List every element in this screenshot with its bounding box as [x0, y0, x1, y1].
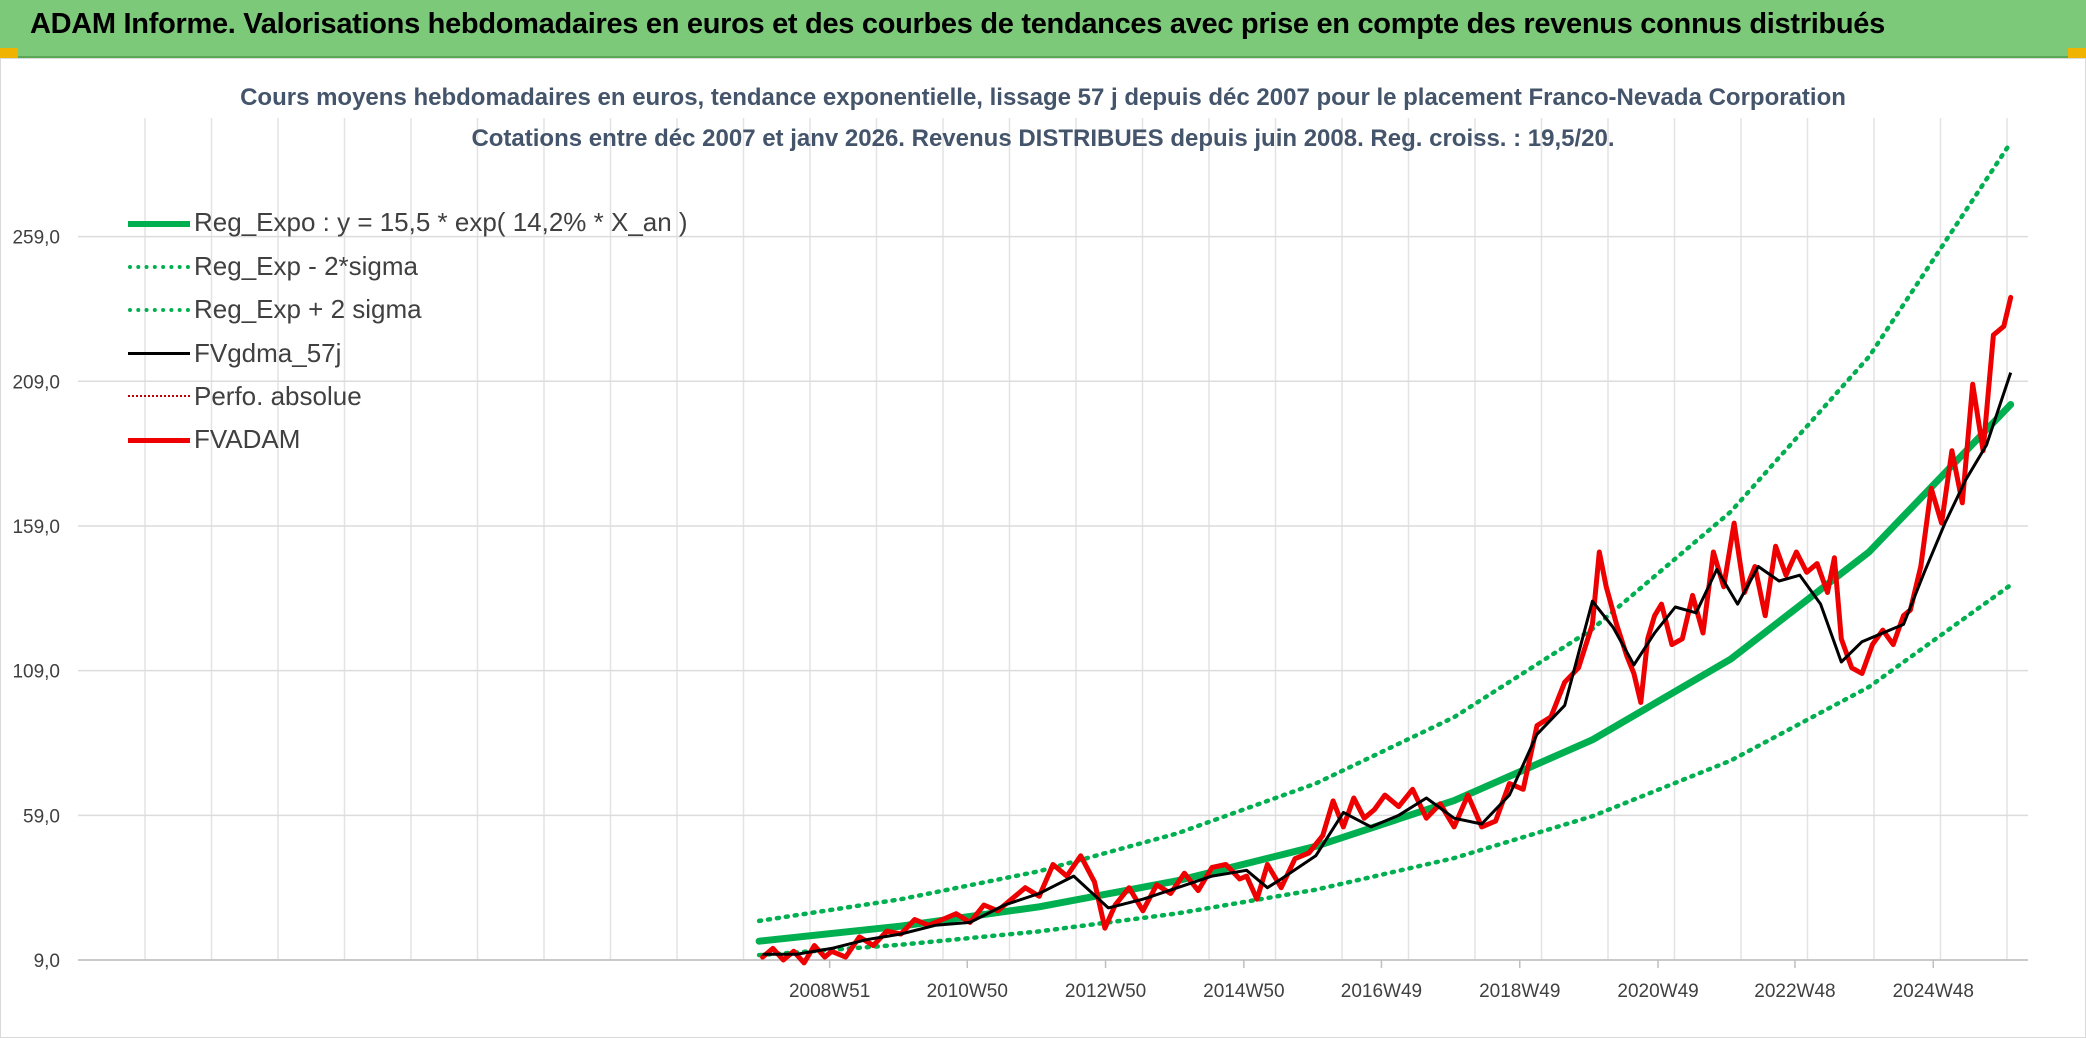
y-tick-label: 59,0: [23, 806, 60, 827]
x-tick-label: 2010W50: [927, 981, 1008, 1002]
corner-mark-right: [2068, 48, 2086, 58]
x-tick-label: 2020W49: [1617, 981, 1698, 1002]
corner-mark-left: [0, 48, 18, 58]
y-tick-label: 9,0: [34, 951, 60, 972]
legend-swatch: [128, 395, 190, 397]
legend-label: Reg_Exp - 2*sigma: [194, 251, 418, 281]
x-tick-label: 2024W48: [1893, 981, 1974, 1002]
legend-label: Perfo. absolue: [194, 381, 362, 411]
legend-swatch: [128, 265, 190, 269]
y-tick-label: 259,0: [12, 228, 60, 249]
x-tick-label: 2008W51: [789, 981, 870, 1002]
series-line-reg-expo-y-15-5-exp-14-2-x-an: [755, 401, 2015, 945]
series-line-reg-exp-2-sigma: [756, 140, 2013, 924]
legend-label: Reg_Expo : y = 15,5 * exp( 14,2% * X_an …: [194, 207, 688, 237]
series-line-reg-exp-2-sigma: [756, 582, 2013, 958]
x-tick-label: 2014W50: [1203, 981, 1284, 1002]
x-tick-label: 2012W50: [1065, 981, 1146, 1002]
y-tick-label: 209,0: [12, 372, 60, 393]
report-banner: ADAM Informe. Valorisations hebdomadaire…: [0, 0, 2086, 58]
x-tick-label: 2022W48: [1754, 981, 1835, 1002]
series-line-fvgdma-57j: [762, 372, 2013, 956]
chart-title: Cours moyens hebdomadaires en euros, ten…: [240, 84, 1846, 111]
report-title: ADAM Informe. Valorisations hebdomadaire…: [30, 8, 1885, 40]
legend-swatch: [128, 221, 190, 227]
legend-swatch: [128, 352, 190, 355]
legend-label: Reg_Exp + 2 sigma: [194, 294, 422, 324]
series-line-fvadam: [760, 294, 2014, 966]
y-tick-label: 109,0: [12, 662, 60, 683]
chart-subtitle: Cotations entre déc 2007 et janv 2026. R…: [471, 125, 1615, 152]
legend-swatch: [128, 308, 190, 312]
legend-label: FVADAM: [194, 424, 301, 454]
legend-label: FVgdma_57j: [194, 338, 342, 368]
x-tick-label: 2018W49: [1479, 981, 1560, 1002]
legend-swatch: [128, 438, 190, 443]
y-tick-label: 159,0: [12, 517, 60, 538]
x-tick-label: 2016W49: [1341, 981, 1422, 1002]
